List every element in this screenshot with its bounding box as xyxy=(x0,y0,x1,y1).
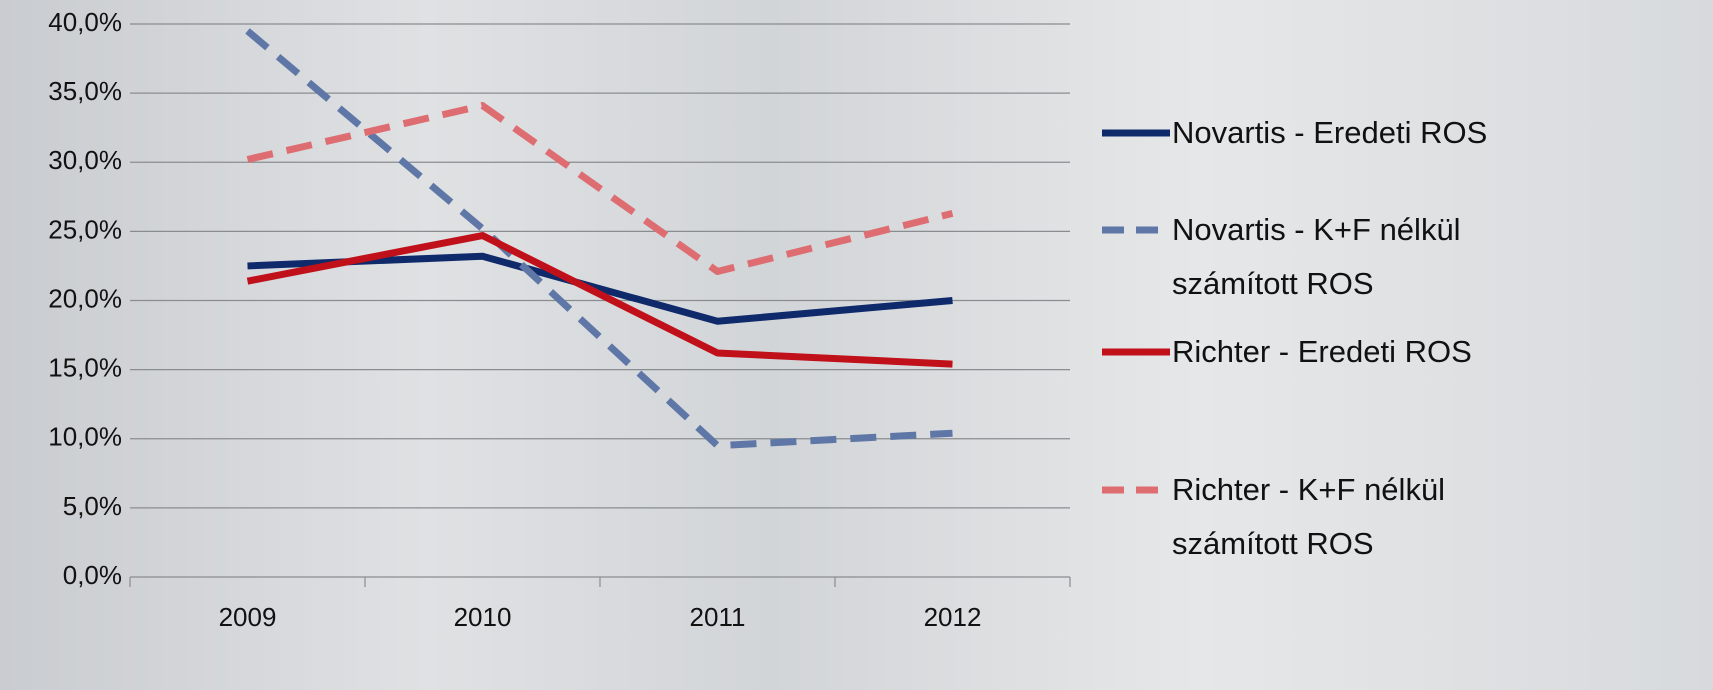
x-tick-label: 2010 xyxy=(454,602,512,632)
y-tick-label: 5,0% xyxy=(63,491,122,521)
legend-swatch xyxy=(1102,348,1170,356)
legend-entry: Richter - K+F nélkül számított ROS xyxy=(1100,463,1552,571)
legend-entry: Novartis - Eredeti ROS xyxy=(1100,106,1552,160)
series-line xyxy=(246,232,953,368)
x-tick-label: 2012 xyxy=(924,602,982,632)
legend-swatch xyxy=(1102,129,1170,137)
y-tick-label: 35,0% xyxy=(48,76,122,106)
y-tick-label: 15,0% xyxy=(48,353,122,383)
y-tick-label: 20,0% xyxy=(48,283,122,313)
series-line xyxy=(247,252,953,325)
legend-entry: Novartis - K+F nélkül számított ROS xyxy=(1100,203,1552,311)
legend-label: Richter - Eredeti ROS xyxy=(1172,334,1472,369)
y-tick-label: 0,0% xyxy=(63,560,122,590)
legend-label: Richter - K+F nélkül számított ROS xyxy=(1172,472,1446,561)
series-line xyxy=(246,102,954,275)
x-tick-label: 2009 xyxy=(219,602,277,632)
y-tick-label: 40,0% xyxy=(48,7,122,37)
y-tick-label: 25,0% xyxy=(48,214,122,244)
legend-label: Novartis - Eredeti ROS xyxy=(1172,115,1488,150)
x-tick-label: 2011 xyxy=(690,602,746,632)
legend-swatch xyxy=(1102,486,1170,494)
y-tick-label: 30,0% xyxy=(48,145,122,175)
y-tick-label: 10,0% xyxy=(48,422,122,452)
legend-entry: Richter - Eredeti ROS xyxy=(1100,325,1552,379)
legend-swatch xyxy=(1102,226,1170,234)
series-line xyxy=(245,28,953,450)
legend-label: Novartis - K+F nélkül számított ROS xyxy=(1172,212,1461,301)
